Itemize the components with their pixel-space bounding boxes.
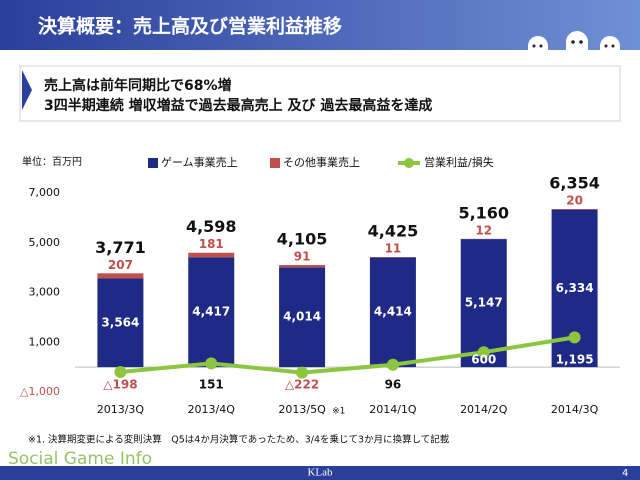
- profit-value-label: 1,195: [556, 353, 594, 367]
- watermark: Social Game Info: [8, 449, 152, 469]
- x-tick-label: 2014/2Q: [460, 403, 508, 416]
- profit-value-label: 600: [471, 353, 496, 367]
- profit-value-label: 151: [199, 378, 224, 392]
- y-tick-label: 5,000: [29, 236, 61, 249]
- profit-point: [114, 366, 127, 379]
- bar-value-label: 4,417: [192, 305, 230, 319]
- x-tick-label: 2014/1Q: [369, 403, 417, 416]
- profit-value-label: 96: [385, 378, 402, 392]
- page-number: 4: [622, 468, 628, 479]
- unit-label: 単位：百万円: [22, 155, 82, 168]
- summary-line: 売上高は前年同期比で68%増: [44, 77, 232, 94]
- bar-segment: [279, 267, 326, 368]
- legend-swatch: [270, 158, 280, 168]
- bar-value-label: 91: [294, 250, 311, 264]
- bar-value-label: 5,147: [465, 296, 503, 310]
- total-label: 5,160: [458, 203, 509, 222]
- x-tick-label: 2014/3Q: [551, 403, 599, 416]
- profit-line: [120, 335, 575, 375]
- bar-segment: [369, 257, 416, 368]
- bar-value-label: 207: [108, 258, 133, 272]
- y-tick-label: 1,000: [29, 335, 61, 348]
- total-label: 3,771: [95, 238, 146, 257]
- total-label: 4,105: [277, 230, 328, 249]
- bar-value-label: 11: [385, 242, 402, 256]
- summary-box: [19, 65, 621, 122]
- bar-segment: [279, 265, 326, 268]
- x-tick-label: 2013/5Q: [278, 403, 326, 416]
- profit-value-label: △222: [285, 378, 319, 392]
- bar-value-label: 181: [199, 237, 224, 251]
- legend-label: その他事業売上: [283, 156, 360, 169]
- y-tick-label: 7,000: [29, 186, 61, 199]
- profit-point: [296, 366, 309, 379]
- bar-value-label: 6,334: [556, 281, 594, 295]
- ghost-icons: [528, 31, 620, 62]
- slide-title: 決算概要：売上高及び営業利益推移: [38, 15, 342, 38]
- bar-segment: [97, 273, 144, 279]
- bar-value-label: 20: [566, 194, 583, 208]
- total-label: 4,598: [186, 217, 237, 236]
- bar-value-label: 4,414: [374, 305, 412, 319]
- legend-label: ゲーム事業売上: [161, 156, 238, 169]
- profit-point: [386, 358, 399, 371]
- legend-swatch: [404, 158, 414, 168]
- x-tick-label: 2013/4Q: [188, 403, 236, 416]
- legend-swatch: [148, 158, 158, 168]
- footer-brand: KLab: [307, 467, 333, 479]
- profit-point: [568, 331, 581, 344]
- bar-segment: [460, 239, 507, 368]
- summary-arrow: [22, 70, 32, 110]
- summary-line: 3四半期連続 増収増益で過去最高売上 及び 過去最高益を達成: [44, 97, 432, 114]
- profit-point: [477, 346, 490, 359]
- chart: △1,000 1,000 3,000 5,000 7,000 ゲーム事業売上 その他事業売上…: [20, 155, 620, 417]
- profit-point: [205, 357, 218, 370]
- bar-segment: [188, 252, 235, 258]
- y-tick-label: △1,000: [20, 385, 60, 398]
- x-tick-label: 2013/3Q: [97, 403, 145, 416]
- bar-segment: [97, 278, 144, 368]
- y-tick-label: 3,000: [29, 286, 61, 299]
- bar-segment: [188, 257, 235, 368]
- bar-value-label: 4,014: [283, 310, 321, 324]
- bar-value-label: 12: [475, 223, 492, 237]
- bar-value-label: 3,564: [101, 315, 139, 329]
- category-note: ※1: [332, 407, 345, 417]
- footer-bar: [0, 466, 640, 480]
- profit-value-label: △198: [103, 378, 137, 392]
- total-label: 4,425: [368, 222, 419, 241]
- legend-label: 営業利益/損失: [424, 155, 494, 169]
- footnote: ※1. 決算期変更による変則決算 Q5は4か月決算であったため、3/4を乗じて3…: [28, 434, 450, 446]
- total-label: 6,354: [549, 174, 600, 193]
